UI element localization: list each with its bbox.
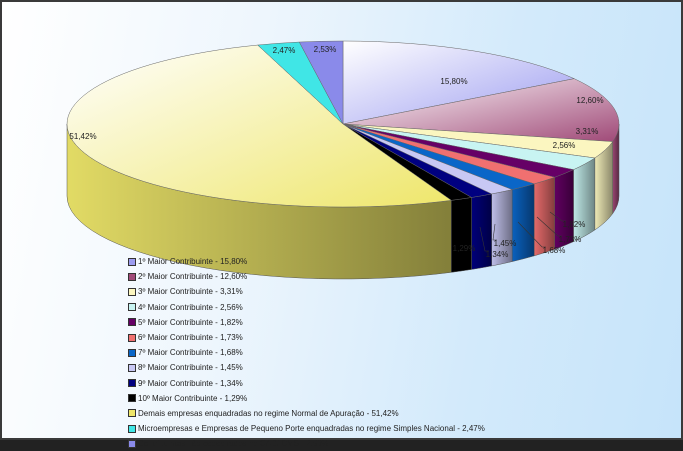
pie-slice-11[interactable] [66, 44, 453, 208]
legend-item: 5º Maior Contribuinte - 1,82% [128, 315, 485, 330]
leader-line [549, 211, 566, 222]
legend-swatch [128, 394, 136, 403]
legend-item: 2º Maior Contribuinte - 12,60% [128, 269, 485, 284]
legend-swatch [128, 272, 136, 281]
pie-side-4 [573, 157, 596, 243]
pie-chart: 15,80% 12,60% 3,31%2,56% 1,82% 1,73% 1,68% 1,4… [66, 40, 620, 280]
leader-line [479, 226, 489, 252]
legend-label: 5º Maior Contribuinte - 1,82% [138, 317, 243, 327]
legend-label: 9º Maior Contribuinte - 1,34% [138, 378, 243, 388]
legend-label: 7º Maior Contribuinte - 1,68% [138, 348, 243, 358]
legend-swatch [128, 348, 136, 357]
legend-swatch [128, 257, 136, 266]
legend-item: 6º Maior Contribuinte - 1,73% [128, 330, 485, 345]
legend-item: 3º Maior Contribuinte - 3,31% [128, 284, 485, 299]
legend-item: 1º Maior Contribuinte - 15,80% [128, 254, 485, 269]
leader-line [536, 216, 562, 237]
legend-label: 10º Maior Contribuinte - 1,29% [138, 393, 248, 403]
data-label: 3,31% [576, 127, 599, 136]
data-label: 1,34% [486, 250, 509, 259]
data-label: 1,82% [563, 220, 586, 229]
legend-item: 9º Maior Contribuinte - 1,34% [128, 376, 485, 391]
pie-slice-1[interactable] [342, 40, 575, 125]
pie-sides [66, 123, 620, 280]
data-label: 2,47% [273, 46, 296, 55]
legend-label: 6º Maior Contribuinte - 1,73% [138, 332, 243, 342]
legend-swatch [128, 318, 136, 327]
data-label: 51,42% [69, 132, 96, 141]
legend-item: Demais empresas enquadradas no regime No… [128, 406, 485, 421]
pie-side-7 [511, 183, 535, 262]
legend-item: Microempresas e Empresas de Pequeno Port… [128, 421, 485, 436]
legend-swatch [128, 379, 136, 388]
data-label: 1,29% [453, 244, 476, 253]
legend-item: 10º Maior Contribuinte - 1,29% [128, 391, 485, 406]
legend-swatch [128, 409, 136, 418]
legend-item: 7º Maior Contribuinte - 1,68% [128, 345, 485, 360]
data-label: 1,68% [543, 246, 566, 255]
pie-slice-13[interactable] [298, 40, 344, 125]
legend-label: Demais empresas enquadradas no regime No… [138, 408, 399, 418]
data-label: 15,80% [440, 77, 467, 86]
legend-item: Contribuintes não cadastrados no CAD/ICM… [128, 436, 485, 451]
legend-label: Microempresas e Empresas de Pequeno Port… [138, 424, 485, 434]
legend-label: 1º Maior Contribuinte - 15,80% [138, 257, 248, 266]
legend-item: 4º Maior Contribuinte - 2,56% [128, 300, 485, 315]
leader-line [517, 221, 546, 248]
legend-label: 4º Maior Contribuinte - 2,56% [138, 302, 243, 312]
legend-item: 8º Maior Contribuinte - 1,45% [128, 360, 485, 375]
legend-swatch [128, 333, 136, 342]
data-labels: 15,80% 12,60% 3,31%2,56% 1,82% 1,73% 1,68% 1,4… [69, 45, 603, 259]
legend-label: 2º Maior Contribuinte - 12,60% [138, 272, 248, 282]
pie-slice-2[interactable] [342, 78, 620, 142]
leader-line [492, 223, 497, 241]
data-label: 1,45% [494, 239, 517, 248]
legend-label: 8º Maior Contribuinte - 1,45% [138, 363, 243, 373]
data-label: 2,53% [314, 45, 337, 54]
legend-label: Contribuintes não cadastrados no CAD/ICM… [138, 439, 329, 449]
legend-swatch [128, 287, 136, 296]
data-label: 12,60% [576, 96, 603, 105]
legend: 1º Maior Contribuinte - 15,80% 2º Maior C… [128, 254, 485, 451]
data-label: 1,73% [559, 235, 582, 244]
legend-swatch [128, 303, 136, 312]
legend-swatch [128, 363, 136, 372]
legend-swatch [128, 439, 136, 448]
legend-label: 3º Maior Contribuinte - 3,31% [138, 287, 243, 297]
legend-swatch [128, 424, 136, 433]
data-label: 2,56% [553, 141, 576, 150]
pie-tops [66, 40, 620, 208]
pie-side-6 [533, 176, 555, 257]
